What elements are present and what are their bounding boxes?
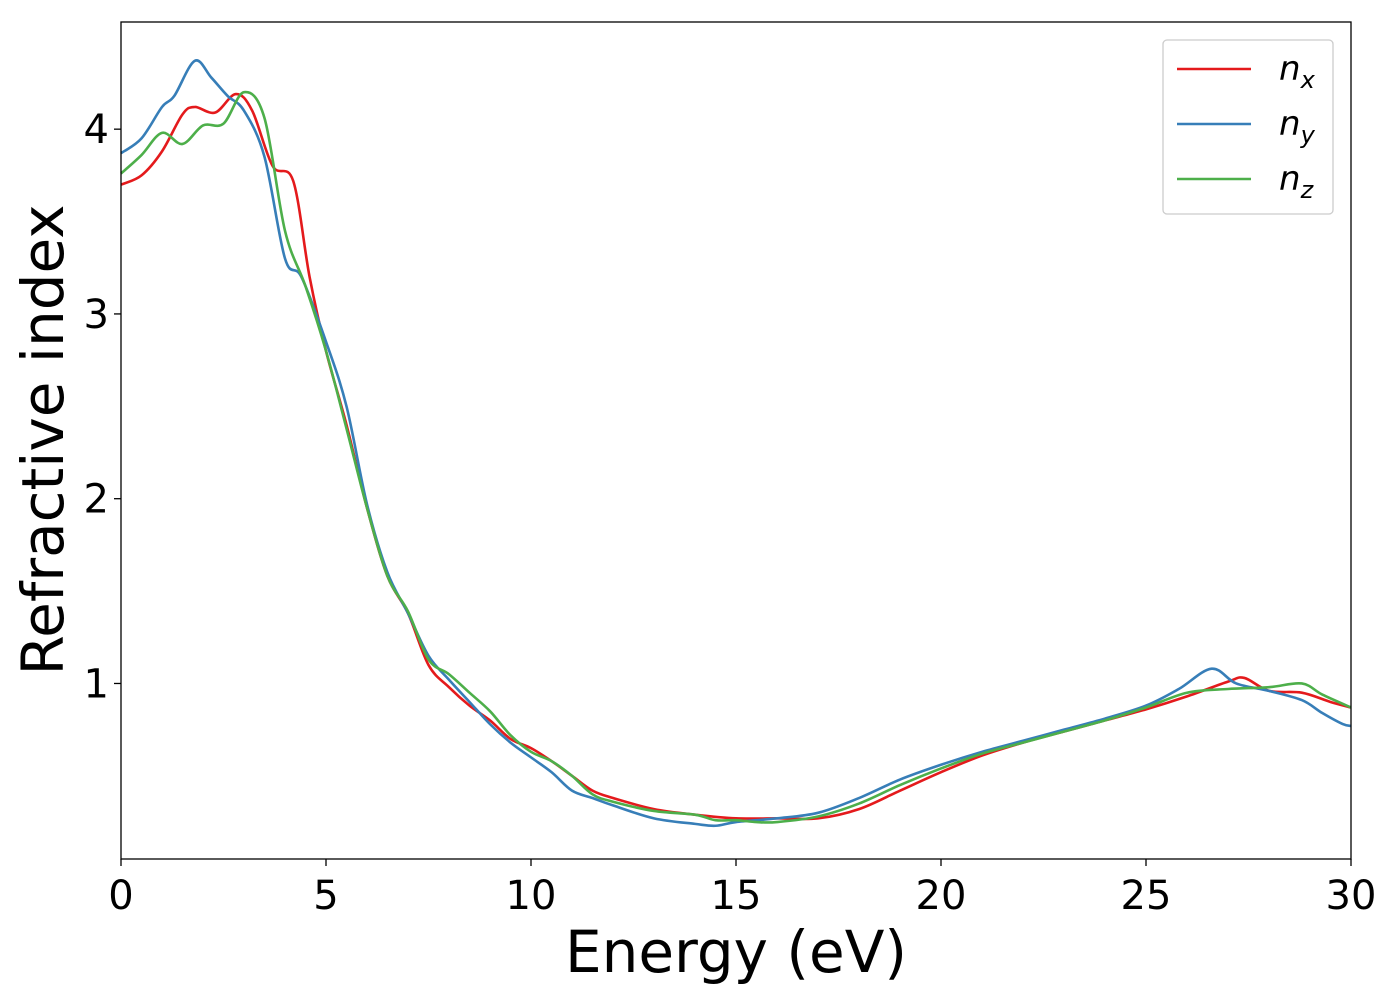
legend-label-nx: nx: [1279, 49, 1316, 94]
y-tick-label: 1: [84, 661, 109, 707]
series-line-ny: [120, 59, 1352, 828]
x-tick-label: 0: [108, 873, 133, 919]
y-axis-title: Refractive index: [9, 204, 77, 675]
legend: nx ny nz: [1162, 39, 1334, 215]
y-tick-label: 2: [84, 477, 109, 523]
y-axis-ticks: 1 2 3 4: [84, 107, 121, 707]
x-tick-label: 30: [1326, 873, 1377, 919]
series-line-nz: [120, 90, 1352, 824]
x-tick-label: 5: [313, 873, 338, 919]
x-axis-title: Energy (eV): [565, 918, 907, 986]
y-tick-label: 4: [84, 107, 109, 153]
legend-label-ny: ny: [1279, 104, 1316, 149]
series-layer: [120, 59, 1352, 828]
x-tick-label: 15: [711, 873, 762, 919]
legend-label-nz: nz: [1279, 159, 1315, 204]
y-tick-label: 3: [84, 292, 109, 338]
x-tick-label: 25: [1121, 873, 1172, 919]
x-tick-label: 20: [916, 873, 967, 919]
x-tick-label: 10: [506, 873, 557, 919]
x-axis-ticks: 0 5 10 15 20 25 30: [108, 859, 1376, 919]
legend-frame: [1162, 39, 1334, 215]
